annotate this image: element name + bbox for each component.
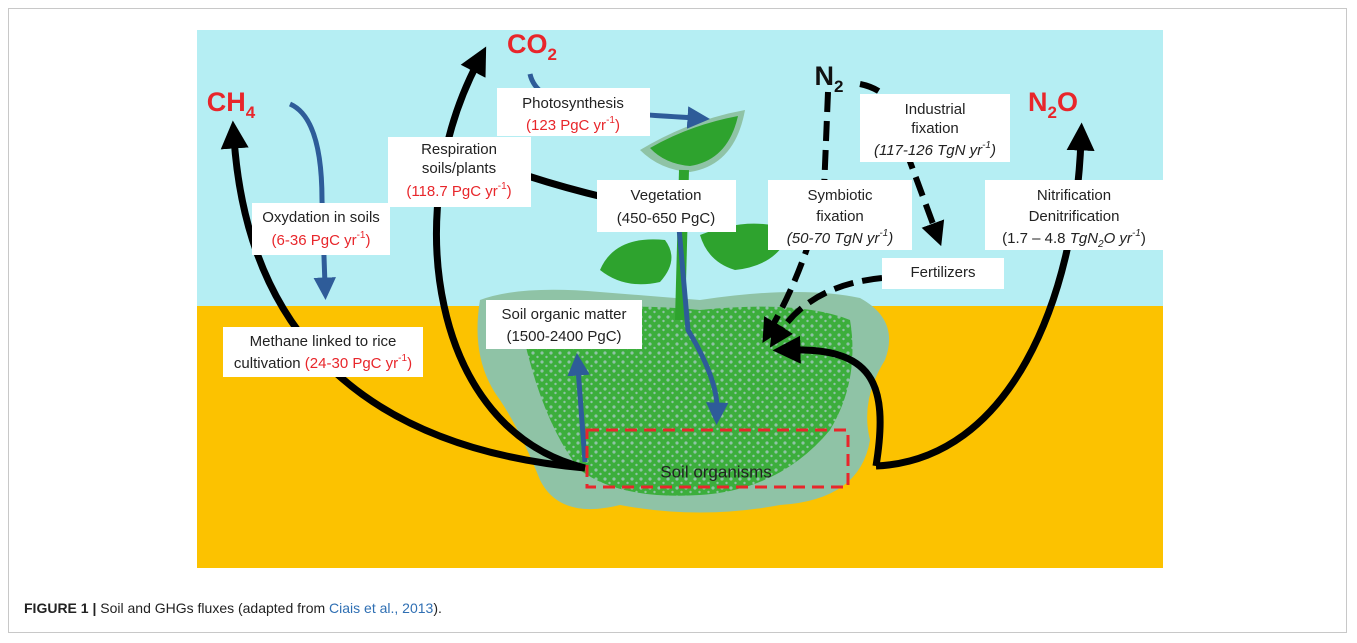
label-title: Symbiotic [807, 187, 873, 204]
text: ) [1141, 230, 1146, 247]
label-title: fixation [911, 120, 959, 137]
caption-text: ). [433, 600, 442, 616]
label-title: Soil organic matter [501, 306, 626, 323]
text: CH [207, 87, 246, 117]
label-flux: (123 PgC yr-1) [526, 115, 620, 134]
text: (123 PgC yr [526, 117, 606, 134]
citation-link[interactable]: Ciais et al., 2013 [329, 600, 433, 616]
subscript: 2 [548, 45, 557, 64]
text: ) [615, 117, 620, 134]
text: CO [507, 29, 548, 59]
caption: FIGURE 1 | Soil and GHGs fluxes (adapted… [24, 600, 442, 616]
label-title: soils/plants [422, 160, 496, 177]
text: (50-70 TgN yr [787, 230, 881, 247]
diagram: Soil organisms CO2 CH4 N2 N2O Photosynth… [0, 0, 1357, 643]
text: (24-30 PgC yr [305, 355, 398, 372]
label-title: Respiration [421, 141, 497, 158]
label-stock: (450-650 PgC) [617, 210, 715, 227]
text: (117-126 TgN yr [874, 142, 983, 159]
label-title: Photosynthesis [522, 95, 624, 112]
text: cultivation [234, 355, 305, 372]
superscript: -1 [1132, 228, 1141, 239]
text: (118.7 PgC yr [406, 183, 497, 200]
subscript: 2 [834, 77, 843, 96]
text: ) [989, 142, 996, 159]
caption-label: FIGURE 1 | [24, 600, 96, 616]
text: (1.7 – 4.8 [1002, 230, 1070, 247]
subscript: 4 [246, 103, 256, 122]
text: ) [507, 183, 512, 200]
label-title: Nitrification [1037, 187, 1111, 204]
label-title: Oxydation in soils [262, 209, 380, 226]
superscript: -1 [879, 228, 888, 239]
text: O [1057, 87, 1078, 117]
label-flux: (117-126 TgN yr-1) [874, 140, 996, 159]
label-title: Industrial [905, 101, 966, 118]
caption-text: Soil and GHGs fluxes (adapted from [96, 600, 329, 616]
soil-organisms-label: Soil organisms [660, 462, 772, 481]
subscript: 2 [1048, 103, 1057, 122]
page: Soil organisms CO2 CH4 N2 N2O Photosynth… [0, 0, 1357, 643]
text: TgN [1070, 230, 1099, 247]
label-flux: (6-36 PgC yr-1) [272, 230, 371, 249]
label-title: Fertilizers [910, 264, 975, 281]
text: (6-36 PgC yr [272, 232, 357, 249]
label-flux: (1.7 – 4.8 TgN2O yr-1) [1002, 228, 1146, 250]
label-flux: cultivation (24-30 PgC yr-1) [234, 353, 412, 372]
text: ) [365, 232, 370, 249]
label-title: Denitrification [1029, 208, 1120, 225]
text: ) [886, 230, 893, 247]
label-stock: (1500-2400 PgC) [506, 328, 621, 345]
superscript: -1 [982, 140, 991, 151]
text: N [1028, 87, 1048, 117]
label-title: fixation [816, 208, 864, 225]
text: N [815, 61, 835, 91]
label-title: Vegetation [631, 187, 702, 204]
label-flux: (118.7 PgC yr-1) [406, 181, 511, 200]
label-title: Methane linked to rice [250, 333, 397, 350]
text: ) [407, 355, 412, 372]
label-flux: (50-70 TgN yr-1) [787, 228, 893, 247]
text: O yr [1104, 230, 1133, 247]
